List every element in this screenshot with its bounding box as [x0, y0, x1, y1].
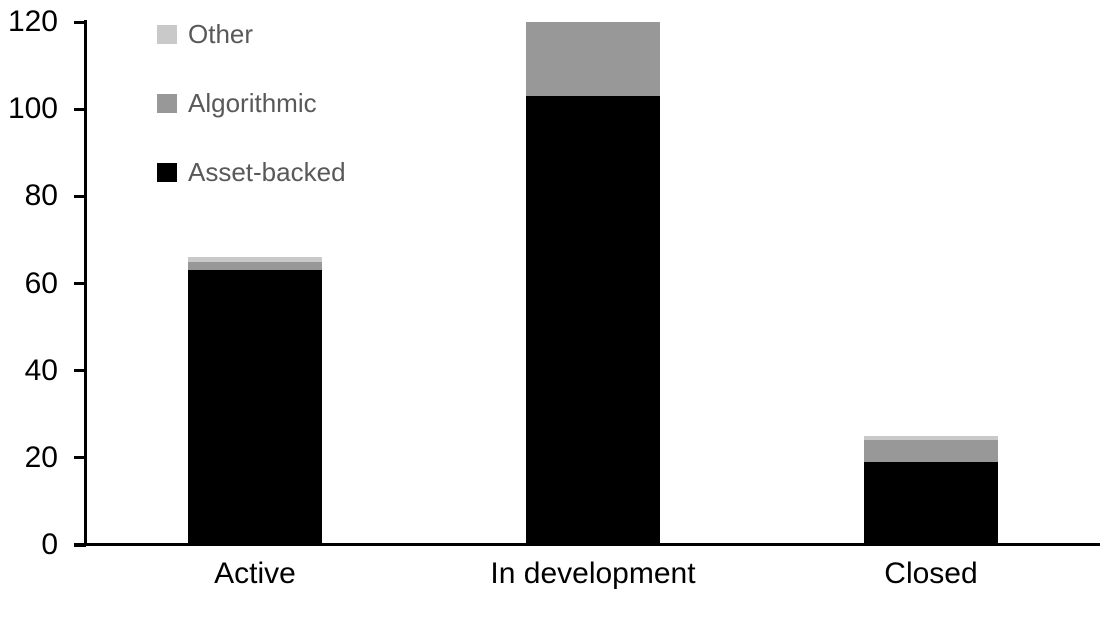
- legend-label-algorithmic: Algorithmic: [188, 88, 317, 118]
- legend: Other Algorithmic Asset-backed: [157, 19, 346, 226]
- y-tick-mark-0: [74, 543, 86, 547]
- y-tick-mark-40: [74, 369, 86, 373]
- bar-segment-closed-other: [864, 436, 998, 441]
- y-tick-label: 0: [41, 528, 58, 561]
- bar-segment-active-asset-backed: [188, 270, 322, 545]
- y-tick-label: 120: [7, 5, 58, 38]
- bar-closed: [864, 22, 998, 545]
- bar-in-development: [526, 22, 660, 545]
- y-tick-mark-80: [74, 194, 86, 198]
- legend-swatch-asset-backed-icon: [157, 162, 177, 182]
- y-tick-label: 80: [24, 179, 58, 213]
- bar-segment-active-algorithmic: [188, 261, 322, 271]
- y-tick-mark-100: [74, 107, 86, 111]
- x-category-label-in-development: In development: [490, 557, 696, 590]
- y-tick-label: 40: [24, 353, 58, 387]
- legend-swatch-other-icon: [157, 24, 177, 44]
- bar-segment-closed-asset-backed: [864, 462, 998, 545]
- legend-swatch-algorithmic-icon: [157, 93, 177, 113]
- bar-segment-in-development-algorithmic: [526, 22, 660, 97]
- legend-label-other: Other: [188, 19, 254, 49]
- y-tick-label: 20: [24, 440, 58, 474]
- legend-item-asset-backed: Asset-backed: [157, 157, 346, 187]
- bar-segment-closed-algorithmic: [864, 440, 998, 463]
- y-tick-mark-20: [74, 456, 86, 460]
- y-tick-label: 60: [24, 266, 58, 300]
- x-category-label-active: Active: [214, 557, 296, 590]
- legend-item-algorithmic: Algorithmic: [157, 88, 346, 118]
- legend-item-other: Other: [157, 19, 346, 49]
- y-tick-mark-60: [74, 282, 86, 285]
- bar-segment-active-other: [188, 257, 322, 262]
- x-category-label-closed: Closed: [884, 557, 978, 590]
- legend-label-asset-backed: Asset-backed: [188, 157, 346, 187]
- bar-active: [188, 22, 322, 545]
- y-tick-label: 100: [7, 92, 58, 126]
- y-tick-mark-120: [74, 20, 86, 24]
- bar-segment-in-development-asset-backed: [526, 96, 660, 545]
